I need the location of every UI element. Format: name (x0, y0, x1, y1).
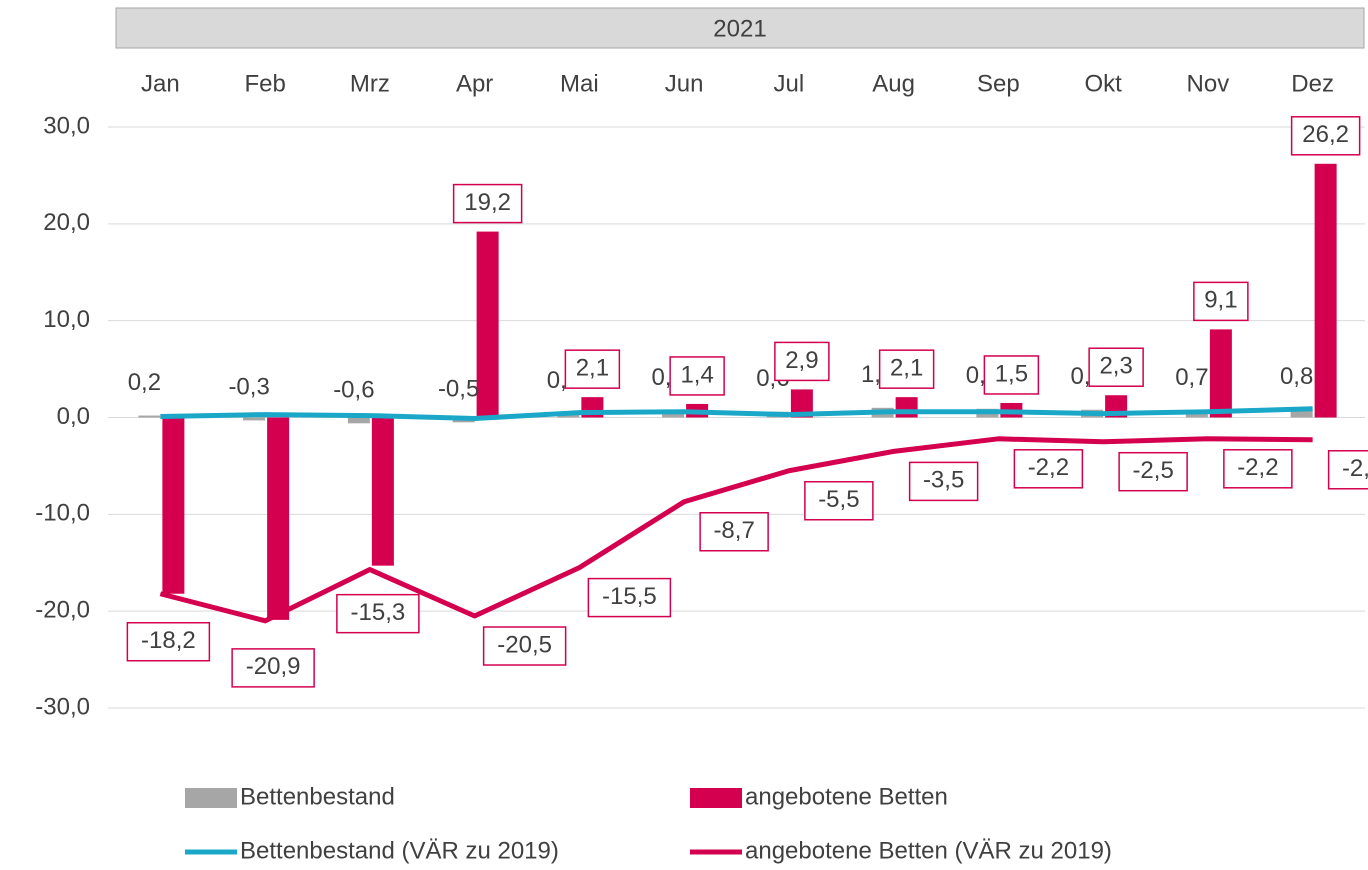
bar (267, 417, 290, 620)
data-label: -5,5 (818, 486, 859, 513)
y-tick-label: 20,0 (43, 209, 90, 236)
x-tick-label: Nov (1187, 70, 1230, 97)
y-tick-label: 10,0 (43, 306, 90, 333)
label-box (587, 577, 672, 618)
data-label: 2,3 (1099, 353, 1132, 380)
data-label: 0,2 (128, 369, 161, 396)
bar (162, 417, 185, 594)
label-box (804, 481, 874, 521)
bar (138, 415, 161, 418)
bar (1314, 163, 1337, 418)
bar (1290, 409, 1313, 418)
x-tick-label: Mai (560, 70, 599, 97)
data-label: 1,4 (680, 361, 713, 388)
data-label: 2,9 (785, 347, 818, 374)
data-label: -8,7 (713, 517, 754, 544)
data-label: 1,5 (995, 360, 1028, 387)
data-label: 2,1 (576, 355, 609, 382)
bar (1209, 329, 1232, 418)
data-label: -20,5 (497, 631, 552, 658)
bar (790, 389, 813, 418)
legend-label: angebotene Betten (745, 783, 948, 810)
x-tick-label: Sep (977, 70, 1020, 97)
label-box (564, 349, 621, 389)
bar (243, 417, 266, 421)
data-label: -18,2 (141, 627, 196, 654)
label-box (908, 461, 979, 502)
data-label: 19,2 (464, 189, 511, 216)
label-box (878, 349, 935, 389)
data-label: 0,7 (1175, 364, 1208, 391)
data-label: -2,5 (1132, 457, 1173, 484)
legend-label: Bettenbestand (VÄR zu 2019) (240, 837, 559, 864)
data-label: 9,1 (1204, 287, 1237, 314)
line (160, 406, 1313, 421)
label-box (1088, 347, 1144, 387)
label-box (482, 626, 567, 666)
label-box (669, 356, 725, 396)
x-tick-label: Jan (141, 70, 180, 97)
y-tick-label: 0,0 (57, 403, 90, 430)
label-box (231, 648, 315, 688)
x-tick-label: Jul (774, 70, 805, 97)
bar (371, 417, 394, 566)
label-box (699, 511, 769, 552)
data-label: -2,2 (1028, 454, 1069, 481)
label-box (1118, 451, 1188, 492)
label-box (126, 621, 211, 662)
data-label: -2,2 (1237, 454, 1278, 481)
data-label: -0,5 (438, 376, 479, 403)
x-tick-label: Okt (1084, 70, 1122, 97)
header: 2021 (713, 15, 766, 42)
label-box (983, 355, 1040, 395)
legend-swatch (690, 788, 742, 808)
data-label: -0,6 (333, 377, 374, 404)
data-label: 26,2 (1302, 121, 1349, 148)
y-tick-label: 30,0 (43, 112, 90, 139)
line (159, 436, 1313, 624)
legend-label: Bettenbestand (240, 783, 395, 810)
data-label: -15,5 (602, 583, 657, 610)
x-tick-label: Aug (872, 70, 915, 97)
data-label: 0,8 (1280, 363, 1313, 390)
x-tick-label: Feb (244, 70, 285, 97)
data-label: -20,9 (246, 653, 301, 680)
label-box (1327, 450, 1368, 490)
header-bar (115, 7, 1365, 49)
x-tick-label: Jun (665, 70, 704, 97)
bar (895, 397, 918, 418)
y-tick-label: -10,0 (35, 500, 90, 527)
bar (476, 231, 499, 418)
legend-swatch (185, 788, 237, 808)
data-label: -3,5 (923, 467, 964, 494)
label-box (1013, 449, 1084, 489)
label-box (1223, 449, 1293, 489)
label-box (452, 183, 523, 224)
label-box (336, 593, 420, 634)
x-tick-label: Dez (1291, 70, 1334, 97)
data-label: 2,1 (890, 355, 923, 382)
data-label: -0,3 (228, 374, 269, 401)
y-tick-label: -20,0 (35, 597, 90, 624)
data-label: -2,3 (1342, 455, 1368, 482)
bar (347, 417, 370, 424)
legend-label: angebotene Betten (VÄR zu 2019) (745, 837, 1112, 864)
x-tick-label: Apr (456, 70, 493, 97)
label-box (1193, 281, 1249, 322)
data-label: -15,3 (351, 599, 406, 626)
label-box (1290, 116, 1361, 156)
x-tick-label: Mrz (350, 70, 390, 97)
y-tick-label: -30,0 (35, 693, 90, 720)
label-box (774, 341, 830, 382)
